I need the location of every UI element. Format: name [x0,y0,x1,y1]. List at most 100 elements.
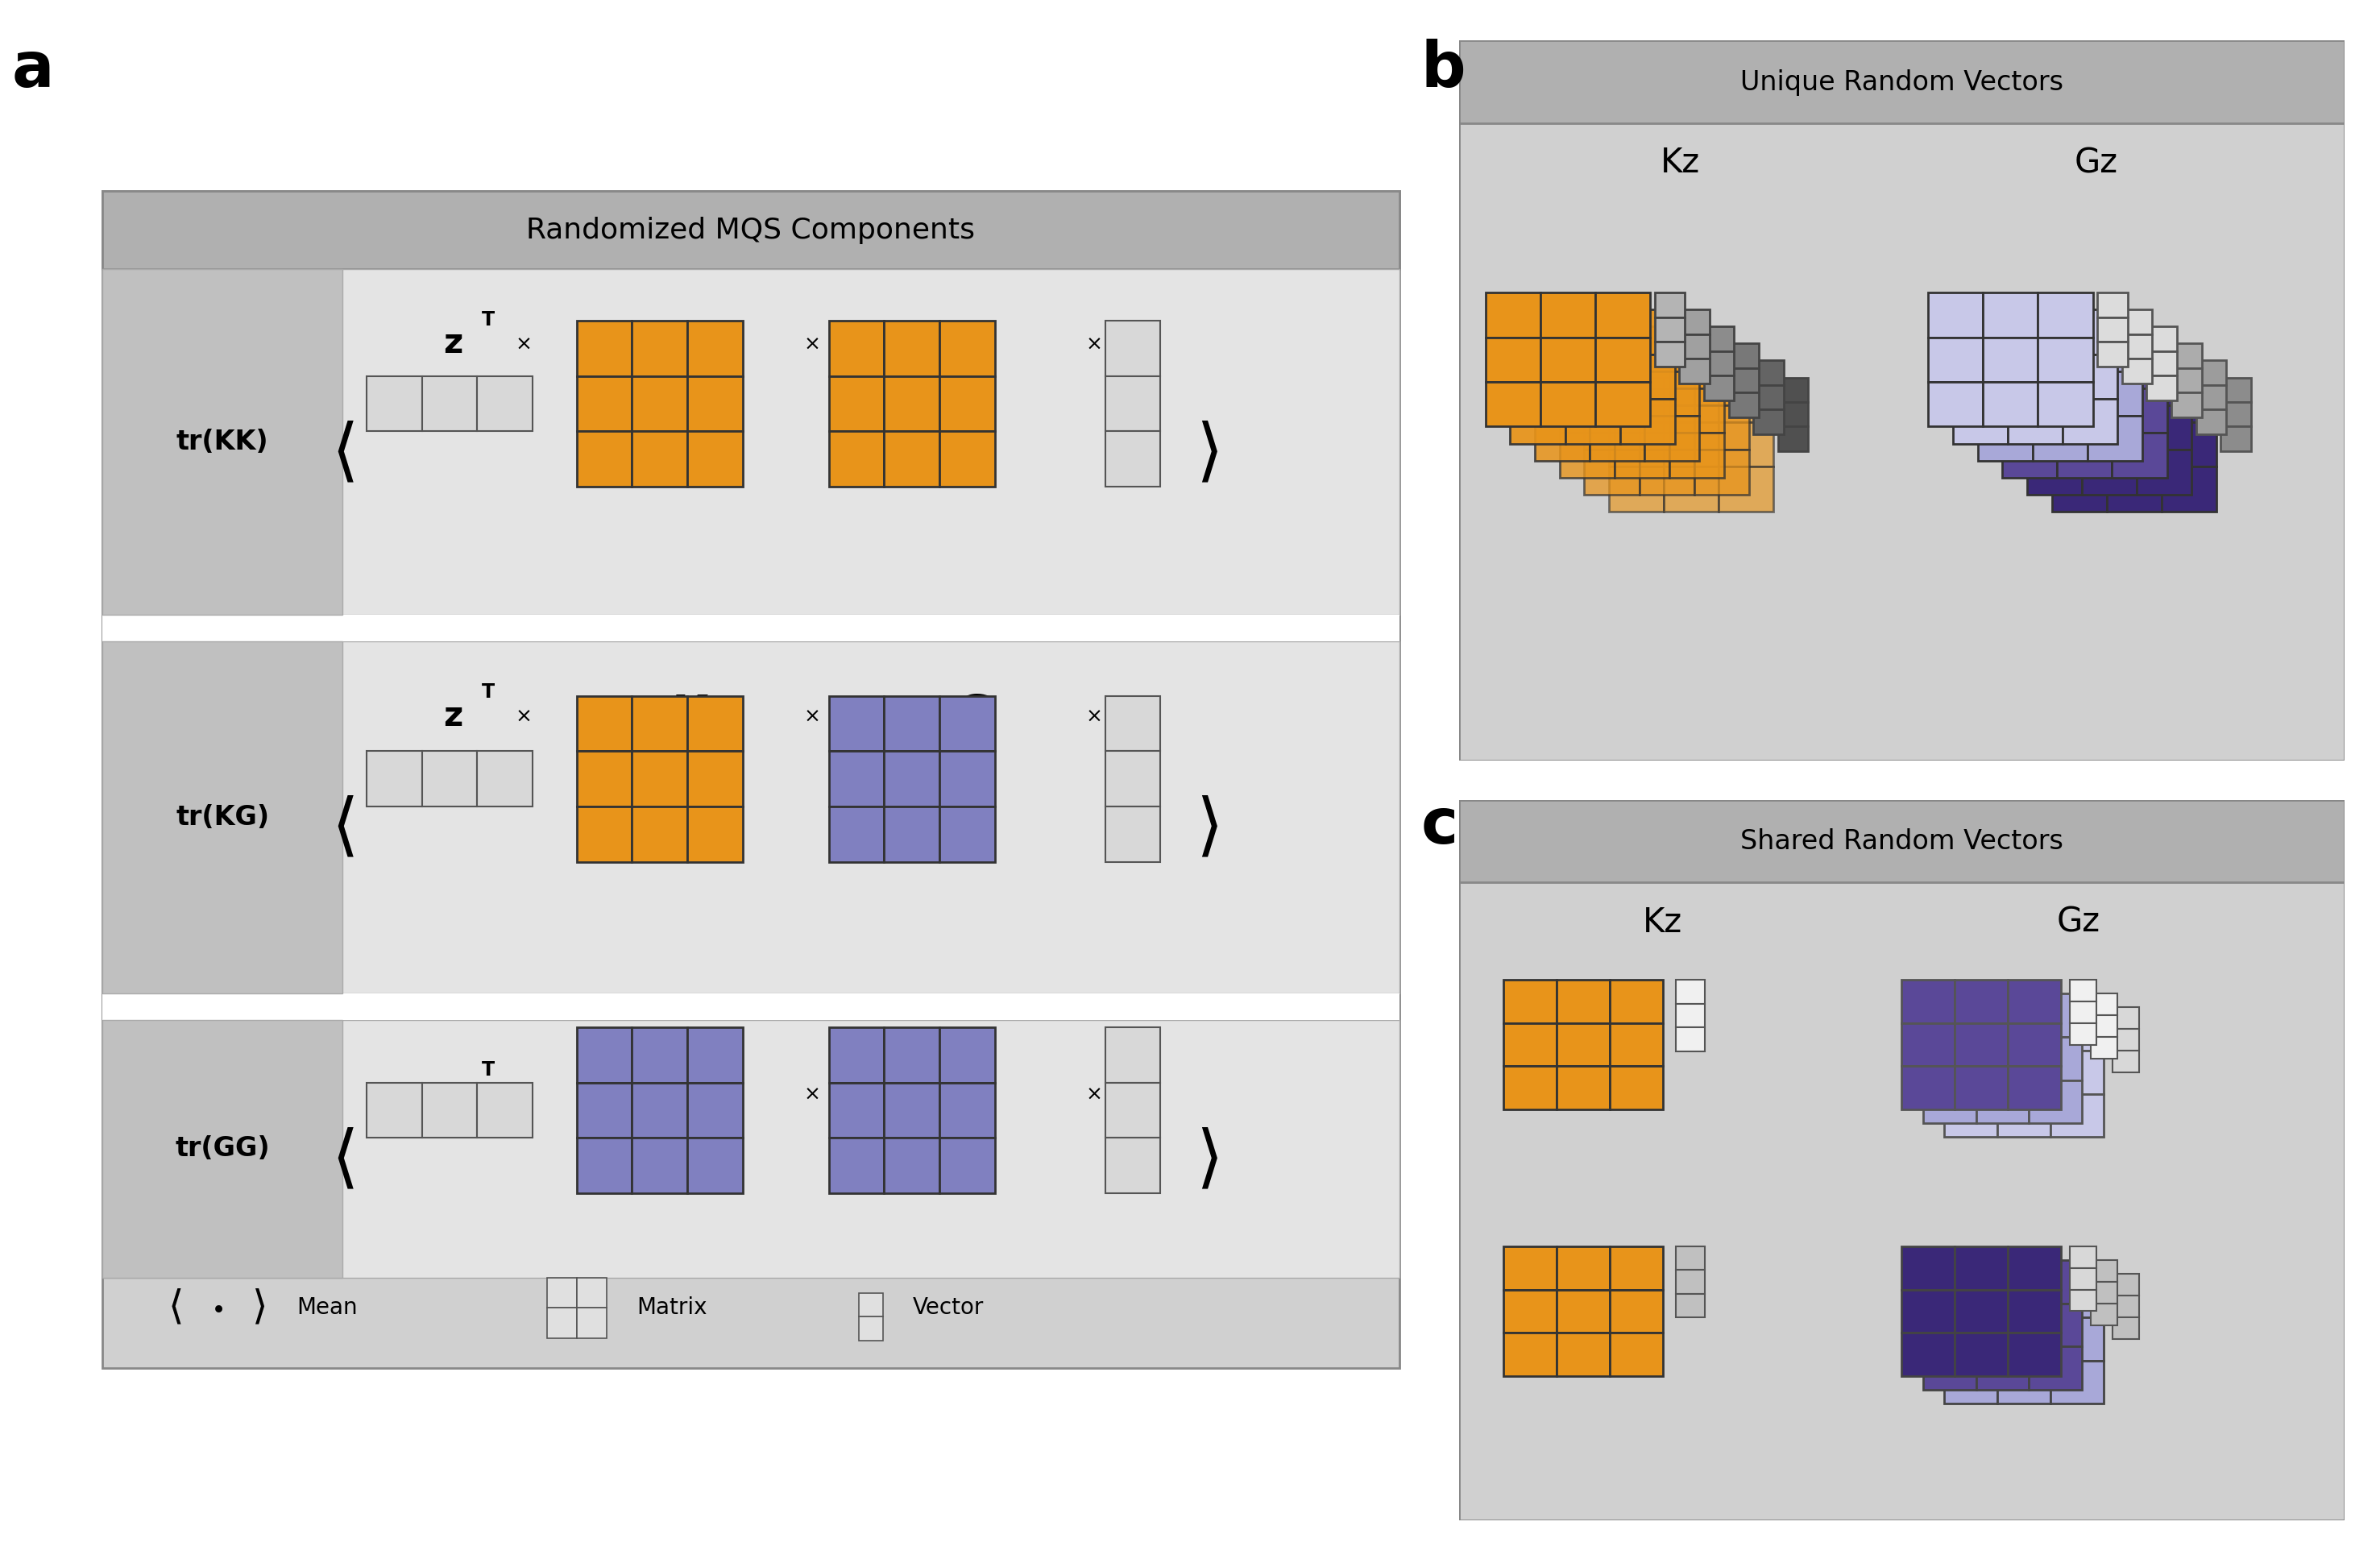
Bar [2030,1037,2082,1080]
Bar [1718,377,1773,422]
Bar [1459,800,2344,882]
Bar [2033,326,2087,371]
Bar [1954,399,2009,444]
Text: $\rangle$: $\rangle$ [1197,797,1219,862]
Bar [2030,1303,2082,1347]
Text: $\langle$: $\langle$ [331,797,355,862]
Bar [102,641,1399,993]
Bar [1902,1289,1954,1333]
Bar [1645,326,1699,371]
Text: $\mathbf{G}$: $\mathbf{G}$ [954,1071,992,1118]
Bar [102,270,1399,614]
Bar [940,1082,995,1138]
Bar [1704,376,1735,401]
Bar [2161,466,2216,511]
Bar [2137,405,2192,451]
Bar [885,376,940,432]
Bar [576,321,633,376]
Bar [2092,1281,2118,1303]
Bar [1997,1007,2049,1051]
Bar [1923,1037,1975,1080]
Bar [2071,1289,2097,1311]
Bar [633,321,688,376]
Bar [102,1020,1399,1278]
Bar [1664,422,1718,466]
Bar [940,321,995,376]
Bar [885,806,940,862]
Bar [1535,326,1590,371]
Bar [2071,1023,2097,1045]
Bar [2113,1317,2140,1339]
Bar [688,695,743,751]
Bar [1754,410,1783,435]
Bar [2113,1051,2140,1073]
Bar [476,376,533,432]
Text: Kz: Kz [1642,906,1683,939]
Bar [2171,343,2202,368]
Bar [1954,1289,2009,1333]
Bar [1557,1246,1609,1289]
Bar [1954,1333,2009,1377]
Bar [2002,433,2056,477]
Bar [828,695,885,751]
Bar [2171,393,2202,418]
Text: c: c [1421,795,1459,856]
Bar [1944,1007,1997,1051]
Bar [1557,1023,1609,1066]
Bar [1104,1027,1161,1082]
Bar [2092,1037,2118,1059]
Bar [1614,388,1668,433]
Bar [2071,1267,2097,1289]
Text: $\mathbf{z}$: $\mathbf{z}$ [1130,1077,1152,1112]
Bar [828,432,885,486]
Bar [1614,343,1668,388]
Bar [1695,451,1749,494]
Bar [688,1027,743,1082]
Bar [688,806,743,862]
Bar [1504,1066,1557,1110]
Text: Matrix: Matrix [638,1297,707,1319]
Bar [2071,1246,2097,1267]
Bar [1928,382,1983,427]
Bar [2092,1015,2118,1037]
Bar [940,1027,995,1082]
Bar [1676,979,1704,1004]
Bar [1595,382,1649,427]
Bar [1621,354,1676,399]
Bar [1559,388,1614,433]
Bar [1978,416,2033,460]
Bar [367,1082,421,1138]
Bar [2049,1007,2104,1051]
Text: $\langle$: $\langle$ [167,1288,181,1327]
Bar [885,1138,940,1193]
Bar [1540,293,1595,337]
Bar [2113,1296,2140,1317]
Bar [576,432,633,486]
Bar [828,1082,885,1138]
Bar [1540,382,1595,427]
Bar [2030,1347,2082,1389]
Bar [2087,326,2142,371]
Bar [1902,1246,1954,1289]
Bar [2221,377,2251,402]
Bar [1997,1361,2049,1403]
Bar [633,1027,688,1082]
Bar [1609,1333,1664,1377]
Bar [2197,360,2225,385]
Bar [2030,1260,2082,1303]
Bar [2056,388,2111,433]
Bar [547,1308,576,1338]
Bar [2092,1303,2118,1325]
Text: $\times$: $\times$ [802,334,819,354]
Bar [1954,310,2009,354]
Bar [1609,422,1664,466]
Bar [2113,1274,2140,1296]
Bar [1718,466,1773,511]
Bar [1902,1066,1954,1110]
Bar [2147,376,2178,401]
Bar [633,806,688,862]
Bar [1557,979,1609,1023]
Bar [2002,343,2056,388]
Text: Vector: Vector [914,1297,985,1319]
Bar [1104,1082,1161,1138]
